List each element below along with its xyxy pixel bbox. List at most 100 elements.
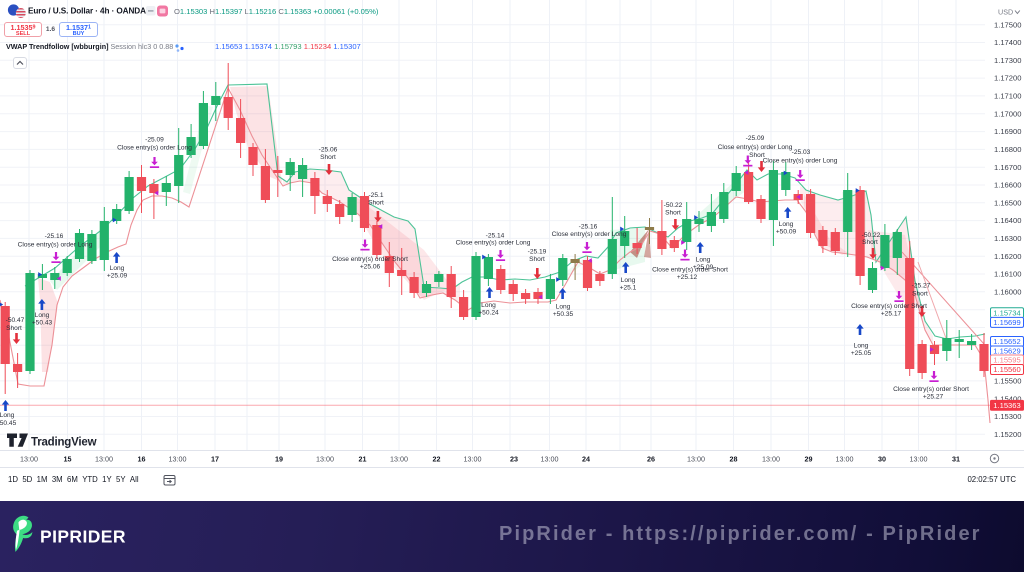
svg-text:1.16500: 1.16500 <box>994 198 1021 207</box>
svg-text:1.16300: 1.16300 <box>994 234 1021 243</box>
svg-text:1.15629: 1.15629 <box>993 347 1020 356</box>
svg-text:PIPRIDER: PIPRIDER <box>40 527 126 547</box>
svg-text:-25.1: -25.1 <box>368 192 383 199</box>
svg-text:17: 17 <box>211 455 219 464</box>
svg-text:USD: USD <box>998 8 1013 17</box>
svg-text:Long: Long <box>110 265 125 272</box>
svg-text:1.15652: 1.15652 <box>993 337 1020 346</box>
svg-text:19: 19 <box>275 455 283 464</box>
svg-text:+50.35: +50.35 <box>553 311 574 318</box>
svg-text:+50.43: +50.43 <box>32 320 53 327</box>
svg-text:1.17200: 1.17200 <box>994 74 1021 83</box>
svg-text:Long: Long <box>696 257 711 264</box>
svg-text:Short: Short <box>665 210 681 217</box>
svg-text:Close entry(s) order Long: Close entry(s) order Long <box>117 145 192 152</box>
svg-text:1.15699: 1.15699 <box>993 318 1020 327</box>
svg-text:Long: Long <box>621 277 636 284</box>
svg-text:-25.16: -25.16 <box>579 224 598 231</box>
svg-text:1.15500: 1.15500 <box>994 377 1021 386</box>
svg-text:30: 30 <box>878 455 886 464</box>
svg-text:+25.09: +25.09 <box>693 264 714 271</box>
svg-text:Short: Short <box>749 152 765 159</box>
svg-text:Close entry(s) order Short: Close entry(s) order Short <box>652 267 728 274</box>
svg-text:Short: Short <box>368 200 384 207</box>
svg-text:1.17400: 1.17400 <box>994 38 1021 47</box>
svg-text:+25.12: +25.12 <box>677 274 698 281</box>
svg-text:1.17100: 1.17100 <box>994 92 1021 101</box>
svg-text:1.15734: 1.15734 <box>993 308 1020 317</box>
svg-text:31: 31 <box>952 455 960 464</box>
svg-text:1.15400: 1.15400 <box>994 394 1021 403</box>
svg-text:Short: Short <box>912 291 928 298</box>
svg-text:-50.47: -50.47 <box>6 317 25 324</box>
svg-text:1.15200: 1.15200 <box>994 430 1021 439</box>
svg-text:13:00: 13:00 <box>687 455 705 464</box>
svg-text:1.15595: 1.15595 <box>993 356 1020 365</box>
svg-text:+25.06: +25.06 <box>360 264 381 271</box>
svg-text:Close entry(s) order Long: Close entry(s) order Long <box>552 231 627 238</box>
svg-text:Close entry(s) order Short: Close entry(s) order Short <box>851 303 927 310</box>
svg-text:+25.09: +25.09 <box>107 273 128 280</box>
svg-text:-25.09: -25.09 <box>145 137 164 144</box>
svg-text:+50.24: +50.24 <box>478 310 499 317</box>
svg-text:Short: Short <box>320 154 336 161</box>
svg-text:13:00: 13:00 <box>464 455 482 464</box>
svg-text:Long: Long <box>556 304 571 311</box>
svg-text:-50.22: -50.22 <box>664 202 683 209</box>
svg-text:-50.22: -50.22 <box>862 232 881 239</box>
svg-text:Short: Short <box>862 239 878 246</box>
svg-text:-25.19: -25.19 <box>528 249 547 256</box>
svg-text:13:00: 13:00 <box>836 455 854 464</box>
svg-text:Long: Long <box>35 312 50 319</box>
svg-text:29: 29 <box>805 455 813 464</box>
svg-text:13:00: 13:00 <box>169 455 187 464</box>
svg-text:21: 21 <box>359 455 367 464</box>
svg-text:13:00: 13:00 <box>541 455 559 464</box>
svg-text:Close entry(s) order Long: Close entry(s) order Long <box>763 158 838 165</box>
svg-text:Close entry(s) order Short: Close entry(s) order Short <box>332 256 408 263</box>
svg-text:1.15300: 1.15300 <box>994 412 1021 421</box>
svg-text:Long: Long <box>0 412 15 419</box>
svg-text:-25.09: -25.09 <box>746 135 765 142</box>
svg-text:-25.16: -25.16 <box>45 233 64 240</box>
svg-text:-25.27: -25.27 <box>912 283 931 290</box>
svg-text:24: 24 <box>582 455 590 464</box>
svg-text:Close entry(s) order Long: Close entry(s) order Long <box>456 240 531 247</box>
svg-text:Close entry(s) order Long: Close entry(s) order Long <box>718 144 793 151</box>
svg-text:+50.09: +50.09 <box>776 229 797 236</box>
svg-text:+25.17: +25.17 <box>881 311 902 318</box>
svg-text:Long: Long <box>481 302 496 309</box>
svg-text:1.16900: 1.16900 <box>994 127 1021 136</box>
svg-text:16: 16 <box>138 455 146 464</box>
svg-text:1.17300: 1.17300 <box>994 56 1021 65</box>
svg-text:1.16200: 1.16200 <box>994 252 1021 261</box>
svg-text:13:00: 13:00 <box>762 455 780 464</box>
svg-text:22: 22 <box>433 455 441 464</box>
svg-text:1.16400: 1.16400 <box>994 216 1021 225</box>
svg-text:O1.15303 H1.15397 L1.15216 C1.: O1.15303 H1.15397 L1.15216 C1.15363 +0.0… <box>174 7 379 16</box>
svg-text:Short: Short <box>6 325 22 332</box>
svg-text:+25.1: +25.1 <box>620 285 637 292</box>
svg-text:-25.14: -25.14 <box>486 233 505 240</box>
svg-text:28: 28 <box>730 455 738 464</box>
svg-text:1.16800: 1.16800 <box>994 145 1021 154</box>
svg-text:-25.03: -25.03 <box>792 149 811 156</box>
svg-text:13:00: 13:00 <box>316 455 334 464</box>
svg-text:13:00: 13:00 <box>910 455 928 464</box>
svg-text:Long: Long <box>779 221 794 228</box>
svg-text:-25.06: -25.06 <box>319 147 338 154</box>
svg-text:Close entry(s) order Short: Close entry(s) order Short <box>893 386 969 393</box>
svg-text:1.17500: 1.17500 <box>994 20 1021 29</box>
svg-text:1.16100: 1.16100 <box>994 270 1021 279</box>
svg-text:Short: Short <box>529 256 545 263</box>
svg-text:Close entry(s) order Long: Close entry(s) order Long <box>18 242 93 249</box>
svg-text:13:00: 13:00 <box>390 455 408 464</box>
svg-text:50.45: 50.45 <box>0 420 17 427</box>
svg-text:26: 26 <box>647 455 655 464</box>
svg-text:13:00: 13:00 <box>20 455 38 464</box>
svg-text:+25.05: +25.05 <box>851 350 872 357</box>
svg-text:+25.27: +25.27 <box>923 394 944 401</box>
svg-text:15: 15 <box>64 455 72 464</box>
svg-text:1.16000: 1.16000 <box>994 287 1021 296</box>
svg-text:TradingView: TradingView <box>31 436 97 448</box>
